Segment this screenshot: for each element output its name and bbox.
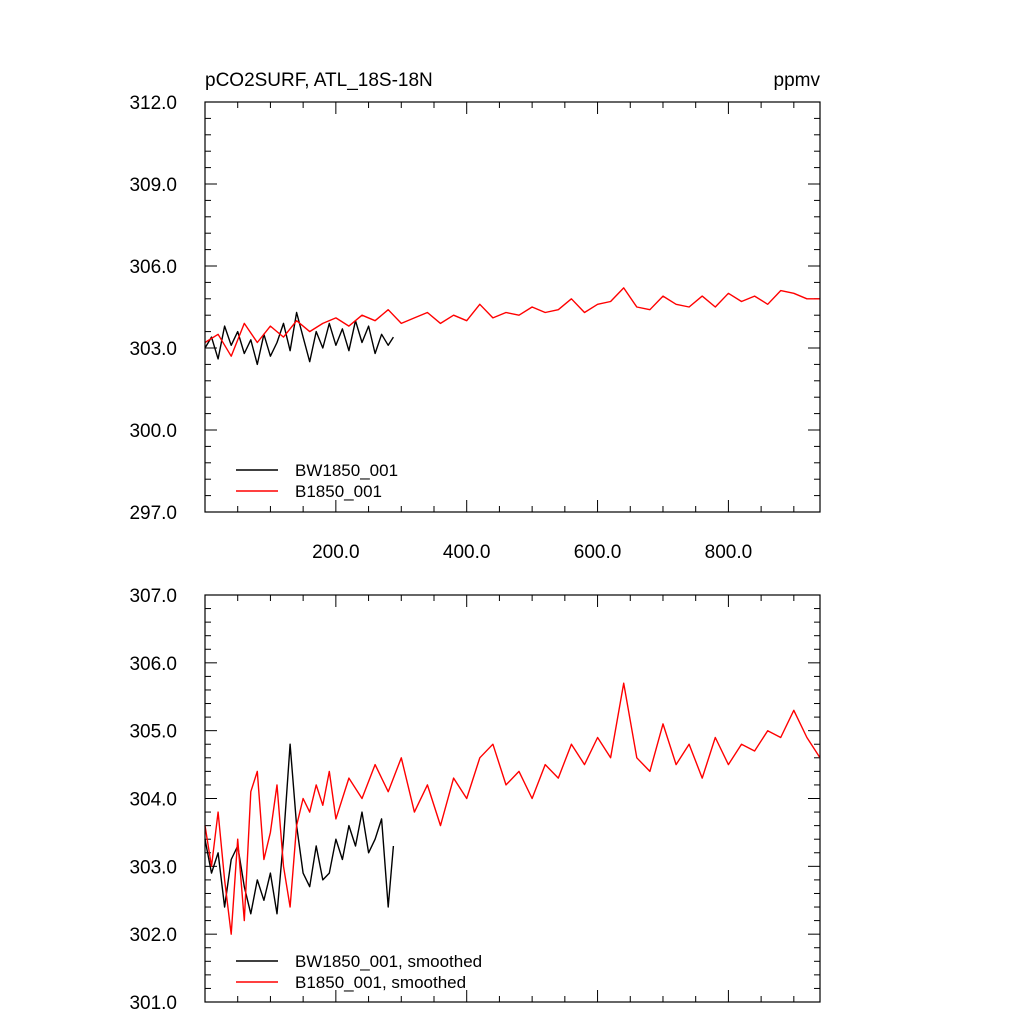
series-line-bw1850-001 [204,743,395,915]
y-tick-label: 300.0 [129,421,177,442]
x-tick-label: 600.0 [574,542,622,563]
y-tick-label: 303.0 [129,857,177,878]
bottom-legend-label-b1850: B1850_001, smoothed [295,973,466,992]
bottom-legend: BW1850_001, smoothed B1850_001, smoothed [236,952,482,992]
top-ticks: 297.0 300.0 303.0 306.0 309.0 312.0 200.0 400.0… [129,93,820,563]
y-tick-label: 307.0 [129,586,177,607]
top-title: pCO2SURF, ATL_18S-18N [205,70,433,91]
y-tick-label: 303.0 [129,339,177,360]
top-legend: BW1850_001 B1850_001 [236,461,398,501]
top-plot-frame [204,101,821,513]
x-tick-label: 400.0 [443,542,491,563]
top-legend-label-bw1850: BW1850_001 [295,461,398,480]
y-tick-label: 309.0 [129,175,177,196]
bottom-plot-frame [204,594,821,1003]
y-tick-label: 305.0 [129,722,177,743]
bottom-series [204,682,821,935]
top-units: ppmv [774,70,821,91]
top-legend-label-b1850: B1850_001 [295,482,382,501]
x-tick-label: 200.0 [312,542,360,563]
y-tick-label: 302.0 [129,925,177,946]
y-tick-label: 301.0 [129,993,177,1014]
y-tick-label: 306.0 [129,257,177,278]
bottom-legend-label-bw1850: BW1850_001, smoothed [295,952,482,971]
bottom-ticks: 301.0 302.0 303.0 304.0 305.0 306.0 307.0 [129,586,820,1014]
y-tick-label: 304.0 [129,790,177,811]
y-tick-label: 312.0 [129,93,177,114]
top-panel: pCO2SURF, ATL_18S-18N ppmv 297.0 300.0 303… [129,70,821,563]
top-series [204,287,820,366]
x-tick-label: 800.0 [705,542,753,563]
y-tick-label: 306.0 [129,654,177,675]
series-line-bw1850-001 [204,311,394,366]
y-tick-label: 297.0 [129,503,177,524]
series-line-b1850-001 [204,682,821,935]
series-line-b1850-001 [204,287,820,357]
bottom-panel: 301.0 302.0 303.0 304.0 305.0 306.0 307.0 BW18… [129,586,821,1014]
